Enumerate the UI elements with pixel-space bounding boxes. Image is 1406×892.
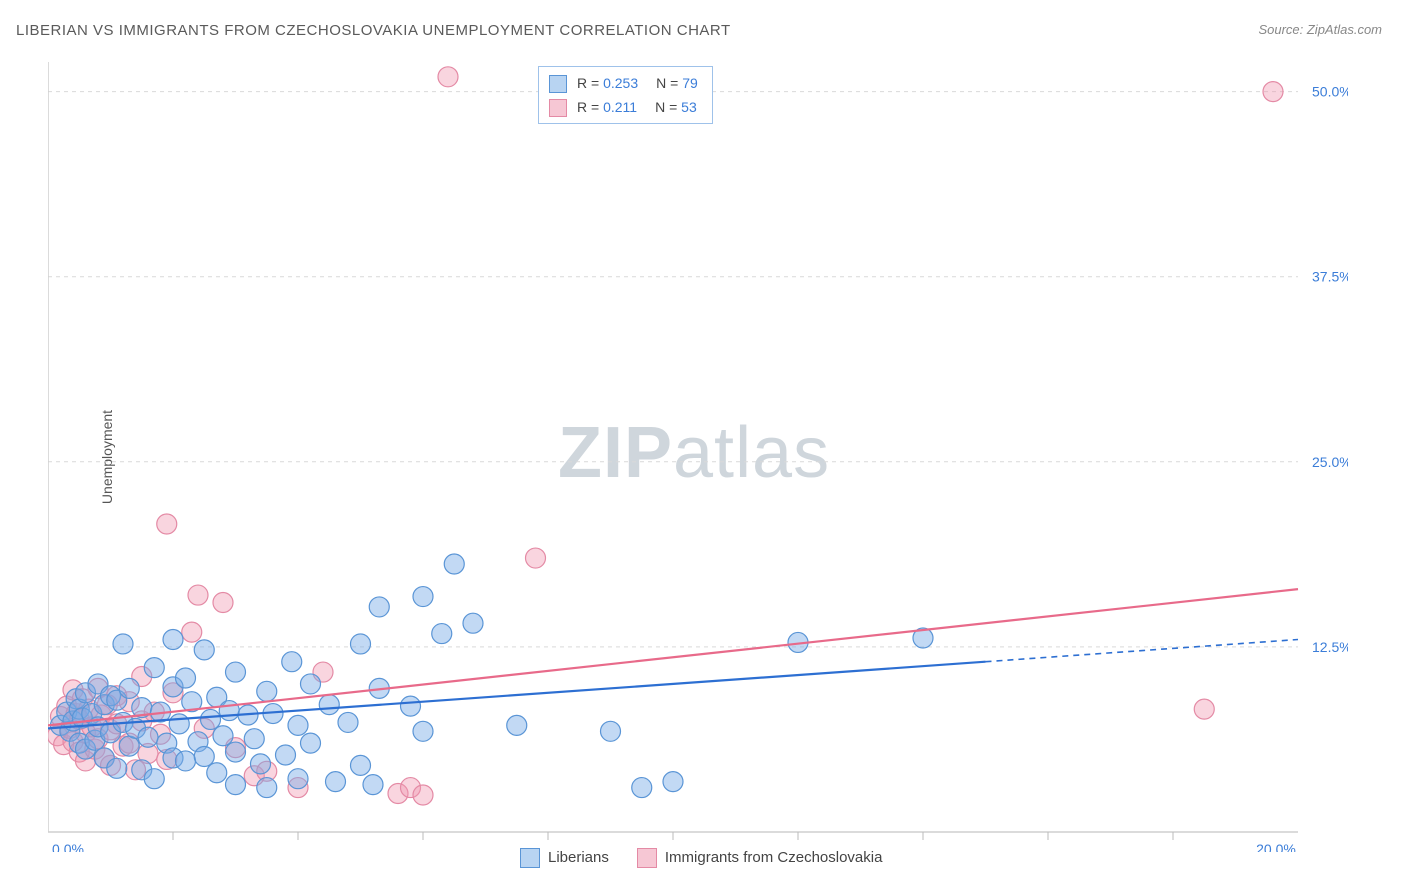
chart-area: Unemployment ZIPatlas 50.0%37.5%25.0%12.… xyxy=(48,62,1348,852)
r-label: R = xyxy=(577,75,603,91)
data-point-blue xyxy=(207,763,227,783)
n-label: N = xyxy=(655,99,681,115)
y-tick-label: 25.0% xyxy=(1312,454,1348,470)
data-point-pink xyxy=(438,67,458,87)
data-point-blue xyxy=(444,554,464,574)
y-tick-label: 12.5% xyxy=(1312,639,1348,655)
data-point-blue xyxy=(663,772,683,792)
data-point-blue xyxy=(432,624,452,644)
r-label: R = xyxy=(577,99,603,115)
data-point-blue xyxy=(119,678,139,698)
data-point-pink xyxy=(213,592,233,612)
data-point-blue xyxy=(288,715,308,735)
legend-label: Immigrants from Czechoslovakia xyxy=(665,849,883,866)
data-point-blue xyxy=(369,597,389,617)
data-point-blue xyxy=(144,769,164,789)
data-point-blue xyxy=(463,613,483,633)
scatter-plot: 50.0% 37.5% 25.0% 12.5% 0.0% 20.0% xyxy=(48,62,1348,852)
y-tick-label: 50.0% xyxy=(1312,84,1348,100)
data-point-blue xyxy=(107,758,127,778)
data-point-blue xyxy=(257,681,277,701)
data-point-blue xyxy=(338,712,358,732)
legend-swatch xyxy=(549,99,567,117)
data-point-blue xyxy=(113,634,133,654)
data-point-blue xyxy=(413,721,433,741)
data-point-blue xyxy=(219,701,239,721)
data-point-blue xyxy=(226,742,246,762)
data-point-blue xyxy=(326,772,346,792)
stats-row: R = 0.253 N = 79 xyxy=(549,71,698,95)
data-point-blue xyxy=(276,745,296,765)
data-point-blue xyxy=(288,769,308,789)
data-point-blue xyxy=(169,714,189,734)
data-point-blue xyxy=(257,778,277,798)
y-tick-label: 37.5% xyxy=(1312,269,1348,285)
trend-line-pink xyxy=(48,589,1298,725)
data-point-pink xyxy=(413,785,433,805)
data-point-blue xyxy=(244,729,264,749)
data-point-blue xyxy=(351,755,371,775)
data-point-pink xyxy=(188,585,208,605)
data-point-blue xyxy=(226,662,246,682)
stats-legend-box: R = 0.253 N = 79 R = 0.211 N = 53 xyxy=(538,66,713,124)
data-point-blue xyxy=(301,733,321,753)
n-label: N = xyxy=(656,75,682,91)
data-point-blue xyxy=(401,696,421,716)
trend-line-blue-dash xyxy=(986,640,1299,662)
data-point-blue xyxy=(194,746,214,766)
data-point-blue xyxy=(119,736,139,756)
source-attribution: Source: ZipAtlas.com xyxy=(1258,22,1382,37)
data-point-blue xyxy=(194,640,214,660)
x-tick-label: 20.0% xyxy=(1256,841,1296,852)
data-point-blue xyxy=(507,715,527,735)
r-value: 0.211 xyxy=(603,99,637,115)
bottom-legend: Liberians Immigrants from Czechoslovakia xyxy=(520,848,910,868)
data-point-blue xyxy=(351,634,371,654)
data-point-blue xyxy=(632,778,652,798)
legend-swatch xyxy=(520,848,540,868)
x-tick-label: 0.0% xyxy=(52,841,84,852)
data-point-blue xyxy=(176,668,196,688)
data-point-pink xyxy=(526,548,546,568)
data-point-pink xyxy=(1263,82,1283,102)
data-point-pink xyxy=(1194,699,1214,719)
data-point-blue xyxy=(251,754,271,774)
data-point-pink xyxy=(182,622,202,642)
data-point-blue xyxy=(213,726,233,746)
data-point-blue xyxy=(601,721,621,741)
data-point-blue xyxy=(363,775,383,795)
data-point-blue xyxy=(163,630,183,650)
n-value: 79 xyxy=(682,75,698,91)
legend-label: Liberians xyxy=(548,849,609,866)
data-point-blue xyxy=(319,695,339,715)
r-value: 0.253 xyxy=(603,75,638,91)
chart-title: LIBERIAN VS IMMIGRANTS FROM CZECHOSLOVAK… xyxy=(16,22,731,39)
legend-swatch xyxy=(549,75,567,93)
data-point-blue xyxy=(138,727,158,747)
data-point-blue xyxy=(301,674,321,694)
n-value: 53 xyxy=(681,99,697,115)
data-point-blue xyxy=(413,587,433,607)
data-point-blue xyxy=(226,775,246,795)
data-point-blue xyxy=(282,652,302,672)
stats-row: R = 0.211 N = 53 xyxy=(549,95,698,119)
data-point-blue xyxy=(201,709,221,729)
data-point-blue xyxy=(176,751,196,771)
data-point-blue xyxy=(144,658,164,678)
data-point-pink xyxy=(157,514,177,534)
legend-swatch xyxy=(637,848,657,868)
